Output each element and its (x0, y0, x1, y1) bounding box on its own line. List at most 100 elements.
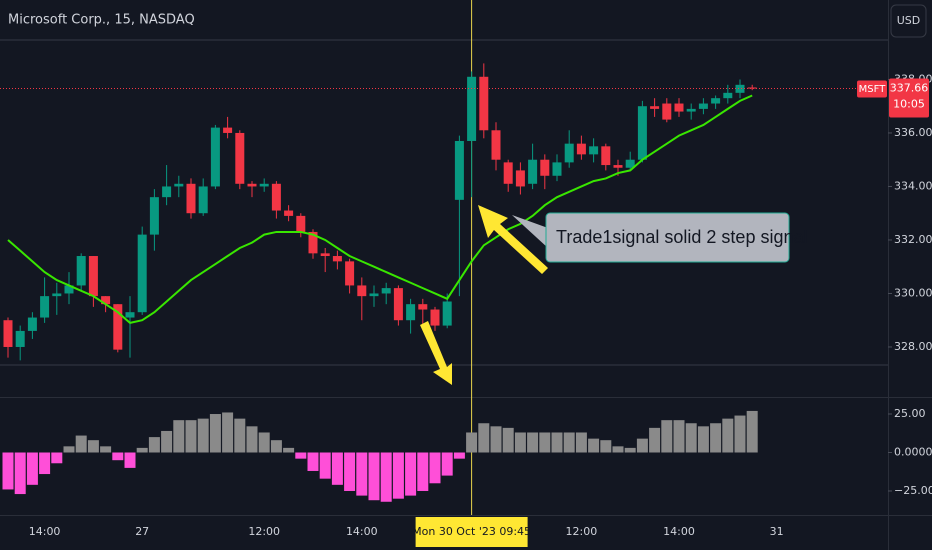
candle-body (137, 234, 147, 313)
candle-body (491, 130, 501, 160)
candle-body (393, 288, 403, 321)
candle-body (247, 183, 257, 187)
histogram-bar (161, 430, 173, 453)
candle-body (637, 106, 647, 160)
y-tick-label: 336.00 (894, 126, 932, 139)
candle-body (332, 256, 342, 262)
histogram-bar (575, 432, 587, 453)
candle-body (64, 285, 74, 294)
histogram-bar (490, 426, 502, 453)
candle-body (540, 159, 550, 176)
candle-body (40, 296, 50, 318)
histogram-bar (173, 420, 185, 453)
histogram-bar (405, 452, 417, 496)
candle-body (601, 146, 611, 166)
candle-body (88, 256, 98, 297)
x-tick-label: 12:00 (248, 525, 280, 538)
candle-body (113, 304, 123, 350)
histogram-bar (319, 452, 331, 479)
histogram-bar (453, 452, 465, 459)
candle-body (162, 186, 172, 198)
candle-body (259, 183, 269, 187)
histogram-bar (673, 420, 685, 453)
histogram-bar (380, 452, 392, 502)
candle-body (442, 301, 452, 326)
ma-line (7, 94, 753, 324)
y-tick-label: 328.00 (894, 340, 932, 353)
histogram-bar (136, 447, 148, 453)
histogram-bar (63, 446, 75, 453)
histogram-bar (514, 432, 526, 453)
histogram-bar (2, 452, 14, 490)
histogram-bar (636, 438, 648, 453)
candle-body (235, 132, 245, 184)
histogram-bar (100, 446, 112, 453)
annotation: Trade1signal solid 2 step signal (556, 227, 807, 247)
candle-body (650, 106, 660, 109)
y-tick-label: −25.00 (894, 484, 932, 497)
histogram-bar (466, 432, 478, 453)
x-tick-label: 12:00 (566, 525, 598, 538)
candle-body (406, 304, 416, 321)
candle-body (589, 146, 599, 155)
histogram-bar (685, 423, 697, 453)
histogram-bar (417, 452, 429, 491)
histogram-bar (478, 423, 490, 453)
histogram-bar (649, 427, 661, 453)
histogram-bar (734, 415, 746, 453)
candle-body (76, 256, 86, 286)
candle-body (369, 293, 379, 297)
candle-body (174, 183, 184, 187)
candle-body (662, 103, 672, 120)
candle-body (357, 285, 367, 297)
symbol-label: MSFT (859, 84, 887, 95)
candle-body (3, 320, 13, 347)
currency[interactable]: USD (897, 14, 921, 27)
histogram-bar (258, 432, 270, 453)
histogram-bar (356, 452, 368, 496)
histogram-bar (124, 452, 136, 468)
candle-body (284, 210, 294, 216)
candle-body (52, 293, 62, 297)
callout (545, 212, 790, 263)
crosshair-label-bg (415, 517, 528, 547)
chart-title: Microsoft Corp., 15, NASDAQ (8, 13, 195, 28)
y-tick-label: 0.0000 (894, 445, 932, 458)
currency-button[interactable] (890, 4, 927, 38)
histogram-bar (185, 420, 197, 453)
histogram-bar (234, 418, 246, 453)
histogram-bar (710, 423, 722, 453)
y-tick-label: 334.00 (894, 179, 932, 192)
candle-body (503, 162, 513, 184)
candle-body (223, 127, 233, 133)
x-tick-label: 31 (770, 525, 784, 538)
candle-body (430, 309, 440, 326)
histogram-bar (368, 452, 380, 501)
histogram-bar (222, 412, 234, 453)
candle-body (576, 143, 586, 155)
candle-body (271, 183, 281, 211)
histogram-bar (612, 446, 624, 453)
candle-body (515, 170, 525, 187)
candle-body (625, 159, 635, 168)
y-tick-label: 25.00 (894, 407, 926, 420)
histogram-bar (148, 437, 160, 453)
candle-body (467, 76, 477, 141)
histogram-bar (295, 452, 307, 459)
histogram-bar (429, 452, 441, 484)
histogram-bar (197, 418, 209, 453)
histogram-bar (697, 426, 709, 453)
histogram-bar (209, 414, 221, 453)
histogram-bar (39, 452, 51, 475)
histogram-bar (307, 452, 319, 471)
histogram-bar (26, 452, 38, 485)
candle-body (454, 140, 464, 200)
candle-body (552, 162, 562, 176)
candle-body (686, 108, 696, 112)
histogram-bar (392, 452, 404, 499)
candle-body (186, 183, 196, 214)
arrow (478, 205, 548, 274)
histogram-bar (588, 438, 600, 453)
